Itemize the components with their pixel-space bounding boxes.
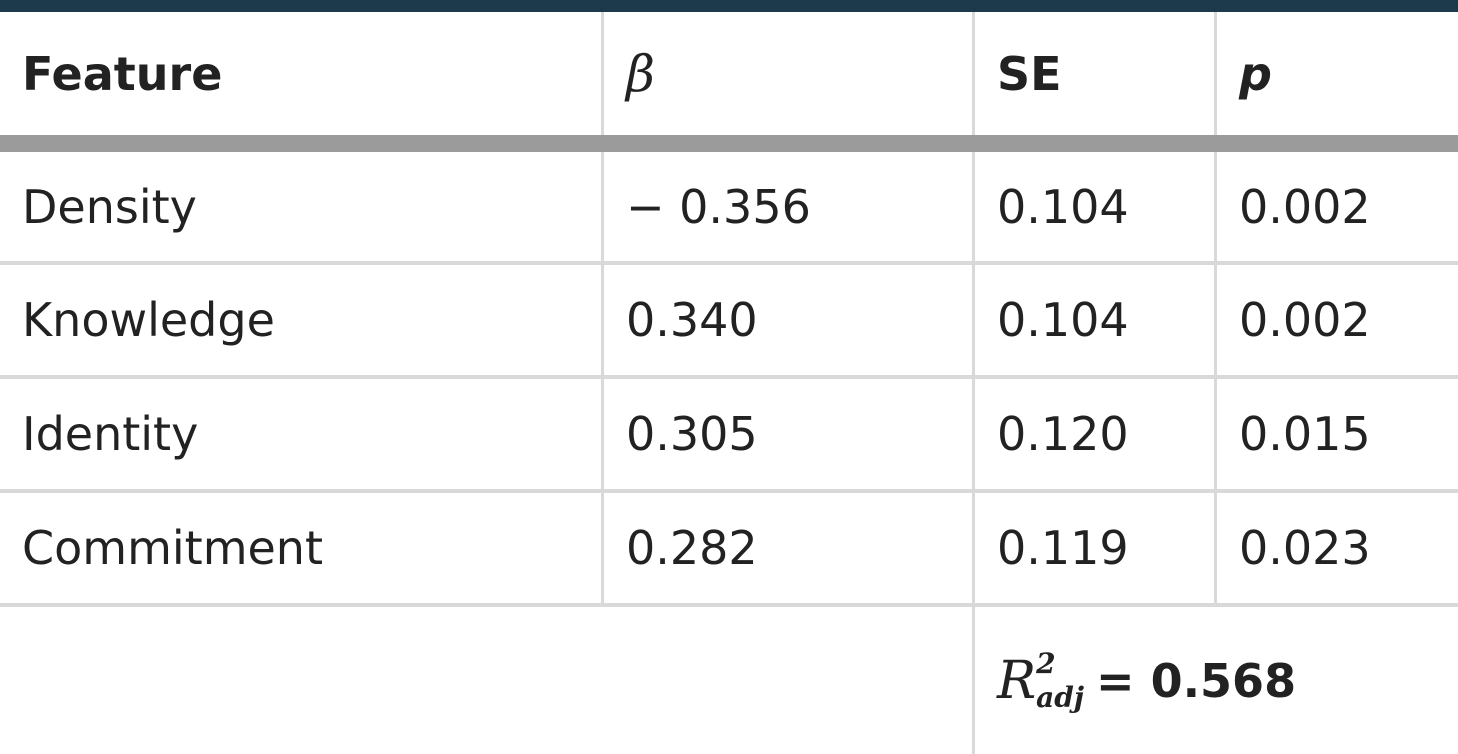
header-cell: SE — [997, 46, 1062, 101]
header-cell: p — [1239, 46, 1272, 101]
top-bar — [0, 0, 1458, 12]
header-cell: β — [626, 44, 655, 103]
value-cell: 0.002 — [1239, 179, 1371, 234]
value-cell: 0.119 — [997, 520, 1129, 575]
column-divider — [972, 12, 975, 754]
superscript: 2 — [1036, 646, 1056, 680]
row-divider — [0, 261, 1458, 265]
feature-cell: Commitment — [22, 520, 323, 575]
column-divider — [601, 12, 604, 604]
footer-cell: R 2 adj = 0.568 — [975, 607, 1458, 754]
header-cell: Feature — [22, 46, 223, 101]
feature-cell: Density — [22, 179, 197, 234]
header-rule — [0, 135, 1458, 152]
value-cell: 0.120 — [997, 406, 1129, 461]
subscript: adj — [1036, 680, 1085, 714]
row-divider — [0, 375, 1458, 379]
value-cell: 0.282 — [626, 520, 758, 575]
r-scripts: 2 adj — [1036, 646, 1085, 714]
value-cell: 0.015 — [1239, 406, 1371, 461]
feature-cell: Identity — [22, 406, 199, 461]
row-divider — [0, 603, 1458, 607]
value-cell: 0.104 — [997, 292, 1129, 347]
value-cell: 0.002 — [1239, 292, 1371, 347]
value-cell: 0.023 — [1239, 520, 1371, 575]
value-cell: − 0.356 — [626, 179, 811, 234]
value-cell: 0.305 — [626, 406, 758, 461]
value-cell: 0.104 — [997, 179, 1129, 234]
r-symbol: R — [997, 650, 1037, 711]
feature-cell: Knowledge — [22, 292, 275, 347]
r-value: = 0.568 — [1096, 653, 1297, 708]
column-divider — [1214, 12, 1217, 604]
value-cell: 0.340 — [626, 292, 758, 347]
row-divider — [0, 489, 1458, 493]
